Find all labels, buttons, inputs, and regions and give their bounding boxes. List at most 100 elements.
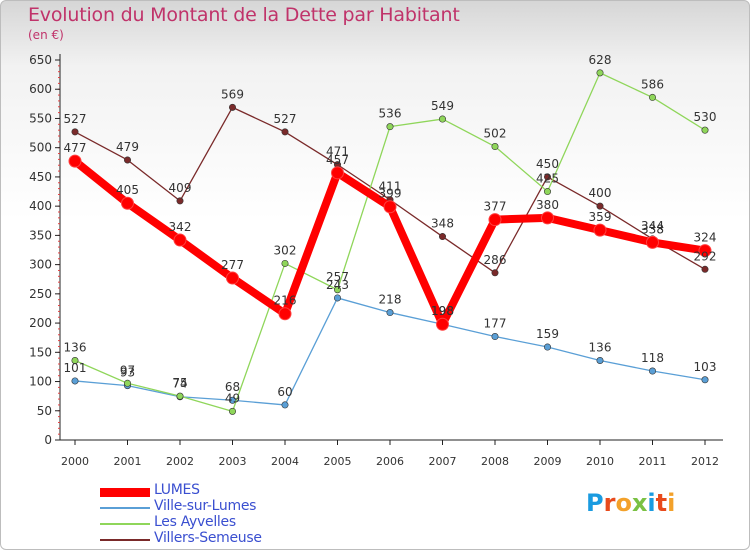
data-label: 399 (379, 187, 402, 201)
proxiti-logo[interactable]: Proxiti (586, 489, 675, 517)
data-point (543, 173, 551, 181)
data-label: 344 (641, 219, 664, 233)
data-point (648, 93, 656, 101)
x-tick-label: 2008 (481, 455, 509, 468)
data-point (701, 376, 709, 384)
data-point (121, 196, 134, 210)
data-label: 324 (694, 231, 717, 245)
data-point (229, 103, 237, 111)
data-label: 569 (221, 87, 244, 101)
legend-swatch (100, 507, 150, 509)
data-label: 177 (484, 317, 507, 331)
legend-swatch (100, 487, 150, 497)
y-tick-label: 50 (37, 404, 52, 418)
x-tick-label: 2007 (429, 455, 457, 468)
data-label: 93 (120, 366, 135, 380)
data-point (173, 233, 187, 247)
logo-letter: r (603, 489, 616, 517)
data-point (124, 156, 132, 164)
data-label: 101 (64, 361, 87, 375)
data-point (491, 143, 499, 151)
legend-swatch (100, 523, 150, 525)
data-point (541, 211, 554, 225)
data-label: 292 (694, 249, 717, 263)
data-point (596, 69, 604, 77)
y-tick-label: 200 (29, 316, 52, 330)
x-tick-label: 2001 (114, 455, 142, 468)
data-point (593, 223, 607, 237)
data-label: 103 (694, 360, 717, 374)
logo-letter: i (647, 489, 656, 517)
data-label: 628 (589, 53, 612, 67)
data-label: 243 (326, 278, 349, 292)
y-tick-label: 650 (29, 53, 52, 67)
data-point (124, 379, 132, 387)
data-point (543, 343, 551, 351)
legend-label: Villers-Semeuse (154, 530, 262, 546)
data-point (229, 396, 237, 404)
data-label: 380 (536, 198, 559, 212)
data-label: 338 (641, 222, 664, 236)
logo-letter: x (631, 489, 648, 517)
x-tick-label: 2010 (586, 455, 614, 468)
data-label: 409 (169, 181, 192, 195)
x-tick-label: 2011 (639, 455, 667, 468)
data-point (488, 213, 502, 227)
y-tick-label: 150 (29, 345, 52, 359)
data-label: 302 (274, 243, 297, 257)
data-label: 136 (64, 340, 87, 354)
y-tick-label: 300 (29, 258, 52, 272)
data-label: 527 (274, 112, 297, 126)
logo-letter: i (667, 489, 676, 517)
y-tick-label: 600 (29, 82, 52, 96)
x-tick-label: 2012 (691, 455, 719, 468)
data-point (698, 244, 712, 258)
data-point (71, 377, 79, 385)
data-label: 97 (120, 363, 135, 377)
data-point (331, 166, 344, 180)
data-point (71, 356, 79, 364)
data-point (386, 309, 394, 317)
data-point (596, 356, 604, 364)
data-label: 118 (641, 351, 664, 365)
data-label: 342 (169, 220, 192, 234)
x-tick-label: 2006 (376, 455, 404, 468)
data-label: 75 (172, 376, 187, 390)
y-tick-label: 100 (29, 375, 52, 389)
data-point (68, 154, 82, 168)
data-label: 218 (379, 293, 402, 307)
legend-label: Les Ayvelles (154, 514, 236, 530)
data-point (491, 333, 499, 341)
data-point (701, 265, 709, 273)
data-point (71, 128, 79, 136)
x-tick-label: 2003 (219, 455, 247, 468)
data-point (333, 286, 341, 294)
logo-letter: P (586, 489, 604, 517)
data-label: 257 (326, 270, 349, 284)
data-label: 502 (484, 127, 507, 141)
chart-title: Evolution du Montant de la Dette par Hab… (28, 4, 460, 26)
legend-label: LUMES (154, 482, 200, 498)
logo-letter: t (655, 489, 668, 517)
x-tick-label: 2002 (166, 455, 194, 468)
data-label: 74 (172, 377, 187, 391)
x-tick-label: 2000 (61, 455, 89, 468)
data-label: 359 (589, 210, 612, 224)
y-tick-label: 400 (29, 199, 52, 213)
data-label: 450 (536, 157, 559, 171)
data-point (596, 202, 604, 210)
data-label: 400 (589, 186, 612, 200)
data-label: 586 (641, 77, 664, 91)
data-label: 425 (536, 172, 559, 186)
data-label: 68 (225, 380, 240, 394)
x-tick-label: 2005 (324, 455, 352, 468)
data-point (176, 392, 184, 400)
data-point (383, 200, 397, 214)
y-tick-label: 500 (29, 141, 52, 155)
data-point (491, 269, 499, 277)
data-label: 159 (536, 327, 559, 341)
x-tick-label: 2009 (534, 455, 562, 468)
data-label: 286 (484, 253, 507, 267)
